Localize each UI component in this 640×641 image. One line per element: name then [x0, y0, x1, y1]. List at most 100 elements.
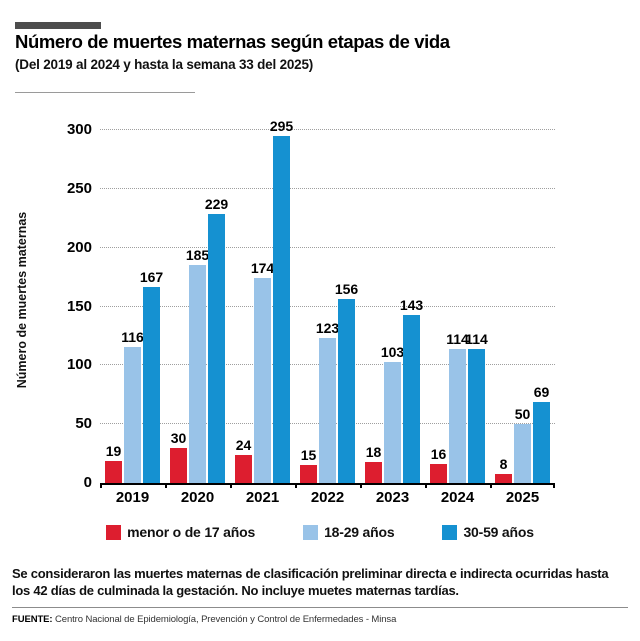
source-line: FUENTE: Centro Nacional de Epidemiología…	[12, 614, 396, 625]
chart-subtitle: (Del 2019 al 2024 y hasta la semana 33 d…	[15, 57, 314, 72]
x-tick-label-2022: 2022	[310, 489, 345, 506]
bar-value-label: 167	[139, 268, 164, 285]
gridline-300	[100, 129, 555, 130]
bar-rect	[430, 464, 447, 483]
bar-value-label: 8	[499, 455, 508, 472]
bar-group-2025: 8 50 69	[490, 130, 555, 483]
y-tick-label: 0	[83, 474, 92, 491]
legend-swatch	[106, 524, 122, 540]
bar-rect	[319, 338, 336, 483]
bar-value-label: 19	[105, 442, 122, 459]
bar-rect	[384, 361, 401, 483]
bar-group-2024: 16 114 114	[425, 130, 490, 483]
bar-2023-30-59-años: 143	[400, 297, 423, 483]
y-tick-label: 150	[66, 297, 92, 315]
bar-value-label: 295	[269, 117, 294, 134]
bar-value-label: 174	[250, 260, 275, 277]
kicker-bar	[15, 22, 101, 29]
x-axis-tick	[425, 483, 427, 488]
x-axis-tick	[490, 483, 492, 488]
plot-area: 0 50 100 150 200 250 300 19 116 167 2019 30 185 229 20…	[67, 118, 555, 506]
bar-value-label: 50	[514, 406, 531, 423]
bar-2021-30-59-años: 295	[270, 118, 293, 483]
bar-2021-18-29-años: 174	[251, 260, 274, 483]
bar-2019-18-29-años: 116	[121, 329, 144, 483]
bar-group-2021: 24 174 295	[230, 118, 295, 483]
bar-rect	[189, 265, 206, 483]
bar-rect	[235, 454, 252, 483]
bar-rect	[300, 465, 317, 483]
bar-2022-18-29-años: 123	[316, 320, 339, 483]
bar-2024-menor-o-de-17-años: 16	[430, 446, 447, 483]
legend-swatch	[442, 524, 458, 540]
legend-swatch	[303, 524, 319, 540]
bar-2023-18-29-años: 103	[381, 344, 404, 483]
bar-group-2023: 18 103 143	[360, 130, 425, 483]
x-axis-tick	[360, 483, 362, 488]
gridline-250	[100, 187, 555, 189]
y-axis-label-text: Número de muertes maternas	[15, 211, 29, 389]
bar-2025-menor-o-de-17-años: 8	[495, 456, 512, 483]
bar-value-label: 18	[365, 443, 382, 460]
source-text: Centro Nacional de Epidemiología, Preven…	[55, 614, 397, 625]
bar-2022-30-59-años: 156	[335, 281, 358, 483]
legend-item-menor-o-de-17-años: menor o de 17 años	[106, 524, 255, 540]
y-tick-label: 200	[66, 238, 92, 256]
bar-value-label: 69	[533, 383, 550, 400]
bar-2021-menor-o-de-17-años: 24	[235, 437, 252, 483]
bar-group-2020: 30 185 229	[165, 130, 230, 483]
bar-value-label: 143	[399, 296, 424, 313]
bar-value-label: 30	[170, 429, 187, 446]
x-tick-label-2020: 2020	[180, 489, 215, 506]
x-tick-label-2024: 2024	[440, 489, 475, 506]
x-axis-tick	[553, 483, 555, 488]
x-tick-label-2019: 2019	[115, 489, 150, 506]
gridline-150	[100, 305, 555, 307]
bar-rect	[254, 278, 271, 483]
bar-value-label: 15	[300, 447, 317, 464]
gridline-200	[100, 246, 555, 248]
bar-2019-30-59-años: 167	[140, 269, 163, 483]
bar-rect	[514, 424, 531, 483]
y-tick-label: 250	[66, 179, 92, 197]
bar-value-label: 229	[204, 195, 229, 212]
bar-2020-30-59-años: 229	[205, 196, 228, 483]
bar-rect	[403, 314, 420, 483]
bar-rect	[273, 135, 290, 483]
source-divider	[12, 607, 628, 608]
bar-value-label: 185	[185, 247, 210, 264]
bar-rect	[365, 461, 382, 483]
legend-label: 30-59 años	[463, 524, 534, 540]
y-tick-label: 50	[75, 415, 92, 433]
x-tick-label-2021: 2021	[245, 489, 280, 506]
bar-2025-18-29-años: 50	[514, 406, 531, 483]
bar-rect	[533, 401, 550, 483]
bar-rect	[495, 473, 512, 483]
bar-group-2019: 19 116 167	[100, 130, 165, 483]
bar-rect	[170, 447, 187, 483]
x-tick-label-2025: 2025	[505, 489, 540, 506]
y-tick-label: 100	[66, 356, 92, 374]
bar-rect	[338, 299, 355, 483]
bar-value-label: 116	[121, 328, 144, 345]
bar-rect	[208, 213, 225, 483]
bar-2023-menor-o-de-17-años: 18	[365, 444, 382, 483]
x-axis-tick	[165, 483, 167, 488]
x-axis-tick	[295, 483, 297, 488]
bar-rect	[124, 346, 141, 483]
bar-rect	[449, 348, 466, 483]
legend-item-30-59-años: 30-59 años	[442, 524, 534, 540]
legend-label: 18-29 años	[324, 524, 395, 540]
bar-2020-menor-o-de-17-años: 30	[170, 430, 187, 483]
bar-2024-18-29-años: 114	[446, 331, 469, 483]
bar-value-label: 123	[315, 320, 340, 337]
bar-rect	[143, 286, 160, 483]
legend-label: menor o de 17 años	[127, 524, 256, 540]
bar-group-2022: 15 123 156	[295, 130, 360, 483]
legend: menor o de 17 años 18-29 años 30-59 años	[0, 524, 640, 540]
bar-2020-18-29-años: 185	[186, 247, 209, 483]
bar-value-label: 156	[334, 281, 359, 298]
x-axis-tick	[230, 483, 232, 488]
bar-rect	[468, 348, 485, 483]
